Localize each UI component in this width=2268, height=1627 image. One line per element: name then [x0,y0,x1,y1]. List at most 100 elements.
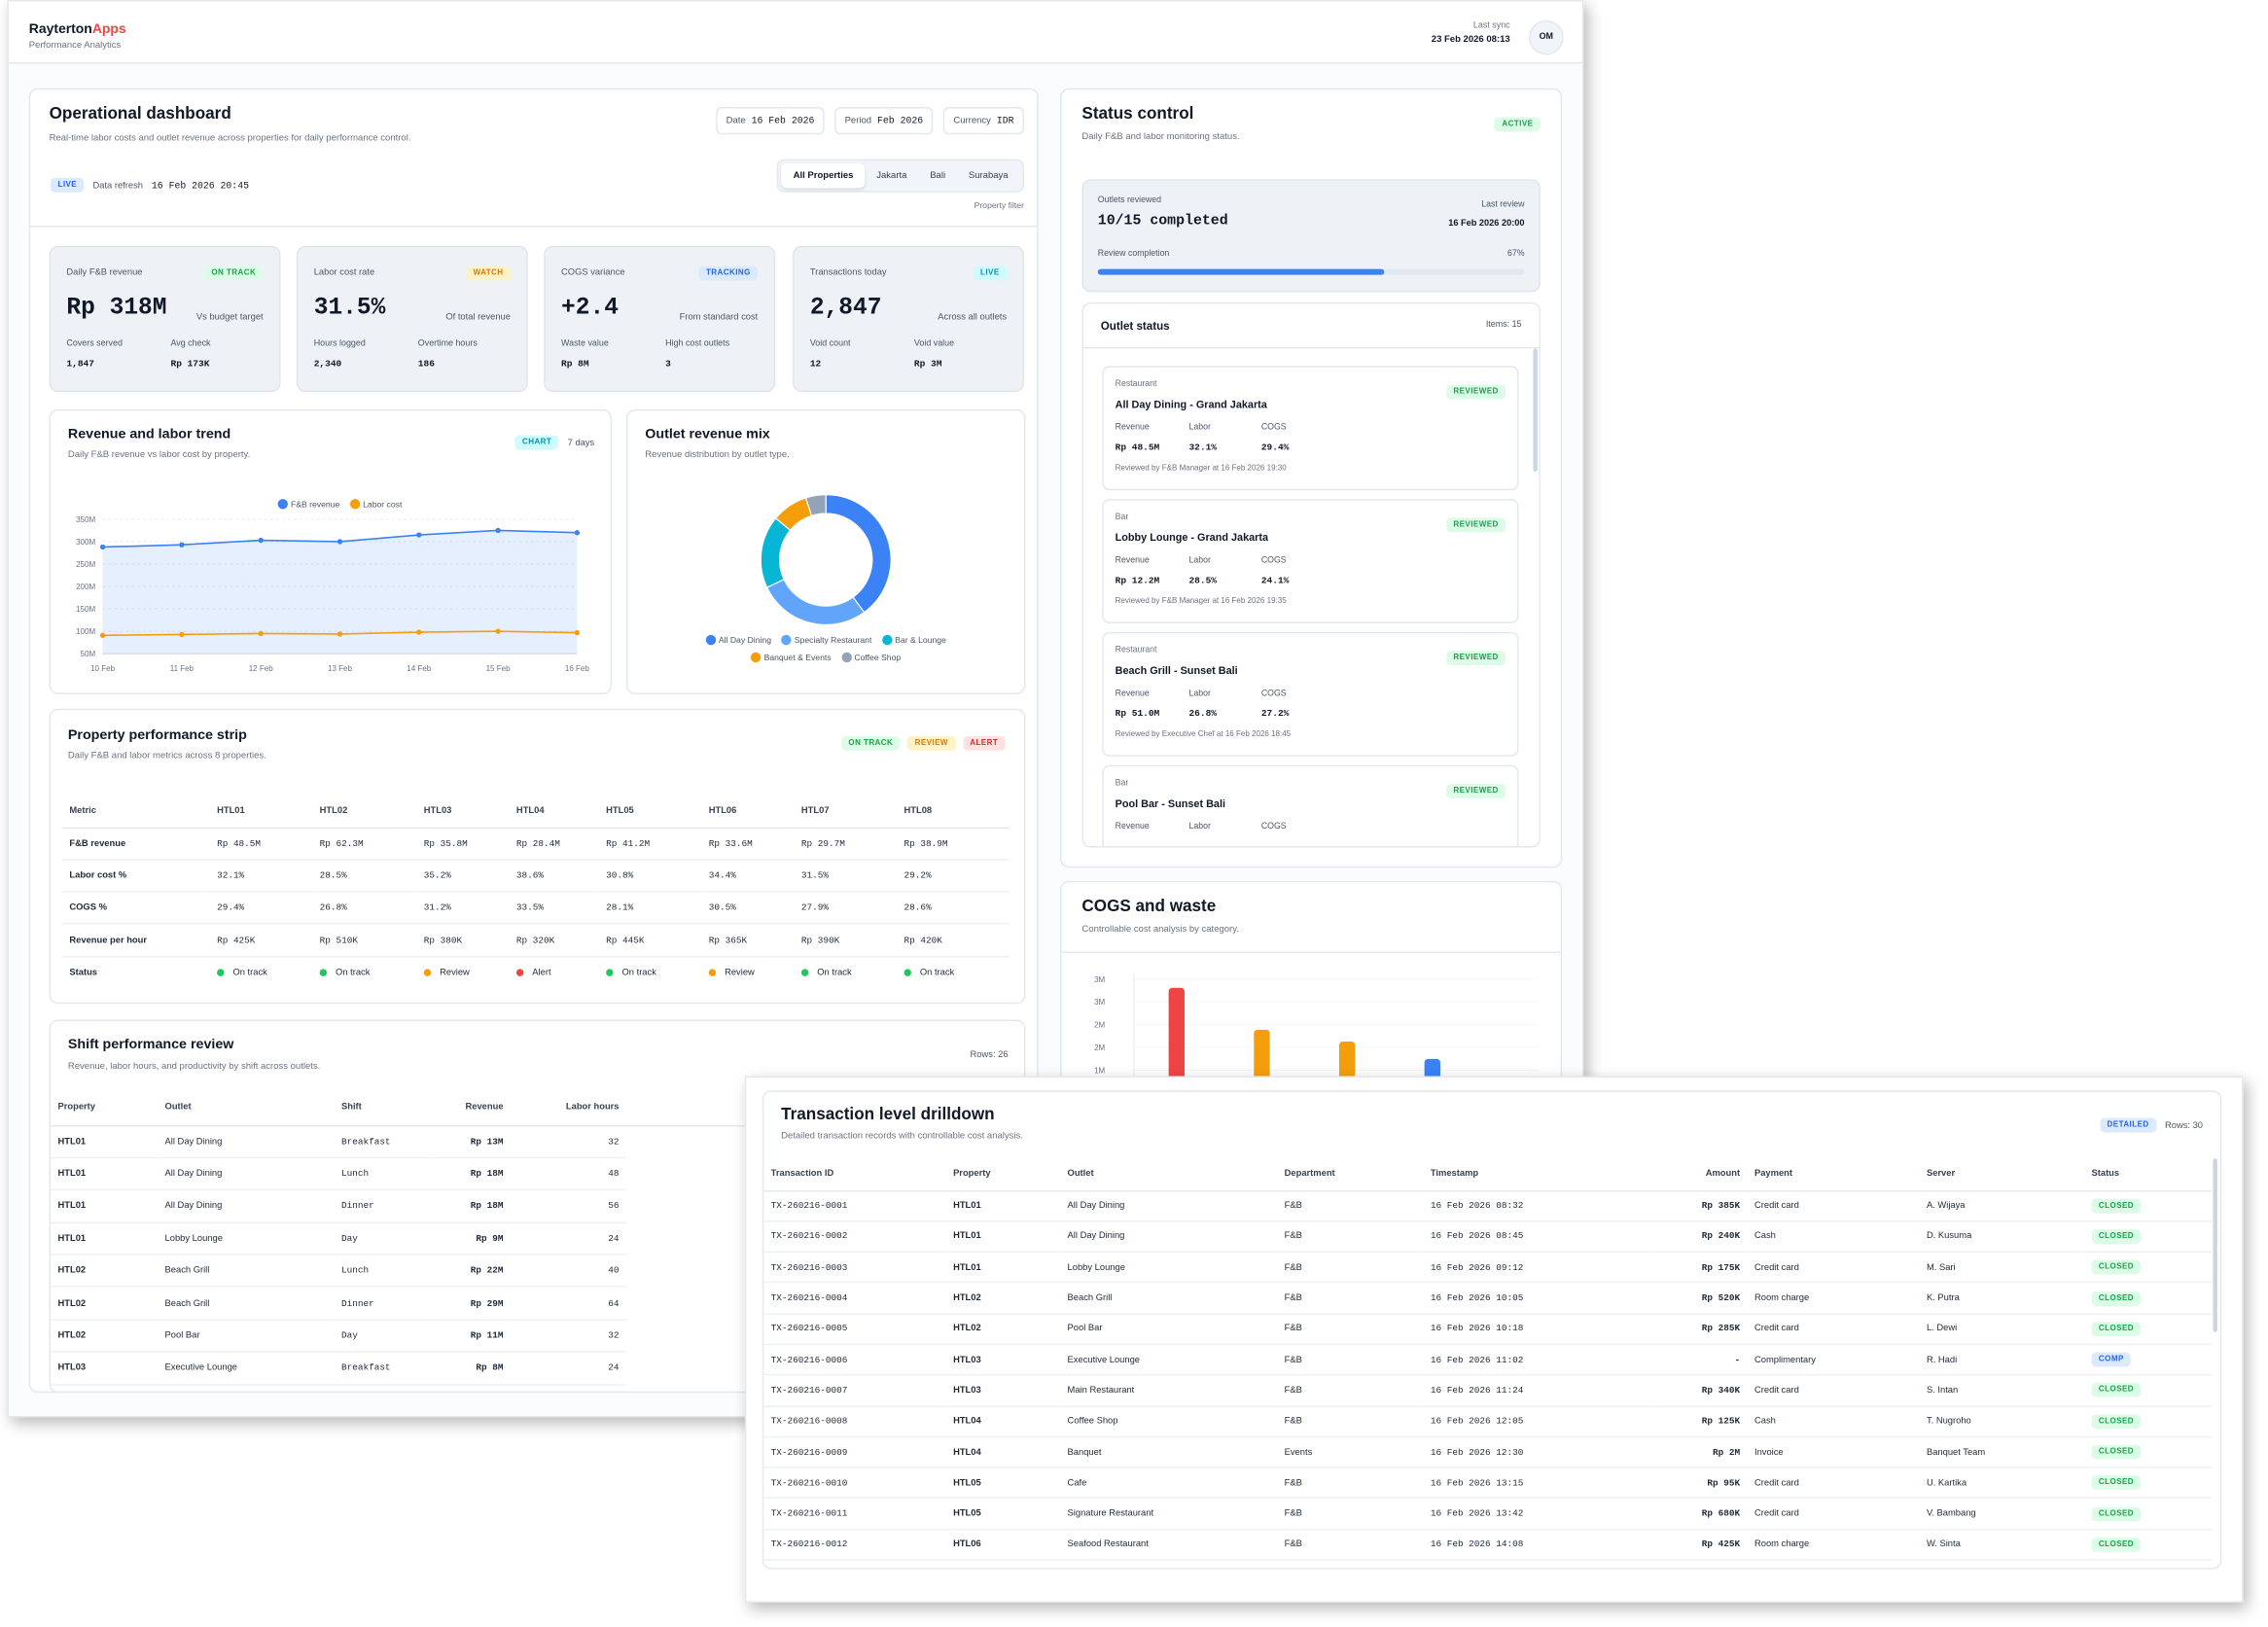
kpi-card: Daily F&B revenue ON TRACK Rp 318M Vs budge… [49,245,281,393]
outlet-item[interactable]: Bar Lobby Lounge - Grand Jakarta REVIEWED R… [1102,499,1519,623]
table-row[interactable]: TX-260216-0007 HTL03 Main Restaurant F&B 16 … [763,1375,2212,1407]
table-row[interactable]: TX-260216-0012 HTL06 Seafood Restaurant F&B… [763,1529,2212,1561]
table-cell: 31.5% [794,859,898,893]
stat-value: 2,340 [313,358,342,370]
avatar[interactable]: OM [1528,19,1564,55]
table-cell: 16 Feb 2026 09:12 [1423,1252,1652,1284]
scrollbar-thumb[interactable] [2213,1158,2217,1332]
table-cell: Rp 175K [1651,1252,1748,1284]
table-row[interactable]: HTL02 Beach Grill Dinner Rp 29M 64 [51,1287,832,1321]
table-cell: TX-260216-0007 [763,1375,946,1407]
table-cell: COGS % [61,891,210,925]
table-cell: TX-260216-0005 [763,1313,946,1346]
table-row: COGS % 29.4% 26.8% 31.2% 33.5% 28.1% 30.5% 27.9… [61,891,1010,925]
table-row[interactable]: HTL02 Beach Grill Lunch Rp 22M 40 [51,1255,832,1289]
metric-value: 27.2% [1260,708,1290,720]
table-row[interactable]: TX-260216-0003 HTL01 Lobby Lounge F&B 16 Feb… [763,1252,2212,1284]
stat-label: Covers served [66,339,123,349]
table-cell: HTL06 [945,1529,1061,1561]
tab[interactable]: Bali [930,170,946,181]
active-badge: ACTIVE [1494,117,1541,132]
outlet-item[interactable]: Restaurant All Day Dining - Grand Jakarta… [1102,366,1519,491]
table-row[interactable]: TX-260216-0010 HTL05 Cafe F&B 16 Feb 2026 13… [763,1468,2212,1500]
legend-label: Specialty Restaurant [794,637,872,647]
status-badge: CLOSED [2091,1322,2142,1336]
table-cell: HTL05 [945,1498,1061,1531]
table-row[interactable]: HTL01 All Day Dining Dinner Rp 18M 56 [51,1189,832,1223]
metric-value: 32.1% [1188,442,1218,453]
table-cell: Rp 38.9M [897,827,1010,861]
table-cell: Rp 425K [209,924,313,958]
legend-item: All Day Dining [705,634,771,646]
y-tick-label: 300M [76,538,95,547]
column-header: HTL06 [701,795,795,829]
kpi-label: Labor cost rate [313,267,375,278]
table-cell: Rp 95K [1651,1468,1748,1500]
filters: Date 16 Feb 2026 Period Feb 2026 Currency IDR [716,107,1024,135]
table-row[interactable]: TX-260216-0001 HTL01 All Day Dining F&B 16 F… [763,1189,2212,1222]
stat-value: 1,847 [66,358,94,370]
table-row[interactable]: HTL01 All Day Dining Breakfast Rp 13M 32 [51,1125,832,1159]
table-row[interactable]: TX-260216-0008 HTL04 Coffee Shop F&B 16 Feb … [763,1405,2212,1438]
x-tick-label: 13 Feb [328,664,352,673]
filter[interactable]: Currency IDR [942,107,1024,135]
status-badge: CLOSED [2091,1198,2142,1214]
y-tick-label: 50M [81,650,96,658]
live-badge: LIVE [51,177,85,193]
cogs-subtitle: Controllable cost analysis by category. [1081,924,1239,935]
column-header: Payment [1747,1158,1920,1191]
column-header: HTL03 [416,795,510,829]
metric-value: 26.8% [1188,708,1218,720]
donut-slice [765,579,866,626]
table-row[interactable]: HTL01 Lobby Lounge Day Rp 9M 24 [51,1221,832,1256]
stat-value: Rp 8M [561,358,589,370]
table-cell: 16 Feb 2026 10:18 [1423,1313,1652,1346]
brand: RaytertonApps [29,20,126,36]
table-cell: 16 Feb 2026 14:08 [1423,1529,1652,1561]
table-cell: 32 [510,1125,626,1159]
table-cell: F&B [1277,1344,1424,1376]
table-cell: Rp 29M [435,1287,511,1321]
table-cell: Lobby Lounge [158,1221,335,1256]
table-row[interactable]: TX-260216-0011 HTL05 Signature Restaurant F… [763,1498,2212,1531]
kpi-value: 2,847 [809,293,882,322]
table-cell: F&B revenue [61,827,210,861]
tab[interactable]: All Properties [781,163,866,189]
table-row[interactable]: TX-260216-0006 HTL03 Executive Lounge F&B 16… [763,1344,2212,1376]
table-cell: 16 Feb 2026 10:05 [1423,1282,1652,1315]
scrollbar-thumb[interactable] [1533,348,1538,472]
table-cell: K. Putra [1919,1282,2085,1315]
table-cell: Credit card [1747,1252,1920,1284]
table-row[interactable]: TX-260216-0005 HTL02 Pool Bar F&B 16 Feb 202… [763,1313,2212,1346]
tab[interactable]: Surabaya [968,170,1009,181]
column-header: Department [1277,1158,1424,1191]
outlet-item[interactable]: Restaurant Beach Grill - Sunset Bali REVIE… [1102,631,1519,757]
table-row[interactable]: HTL03 Executive Lounge Breakfast Rp 8M 24 [51,1352,832,1386]
tab[interactable]: Jakarta [876,170,907,181]
outlet-item[interactable]: Bar Pool Bar - Sunset Bali REVIEWED Revenue… [1102,764,1519,847]
table-cell: F&B [1277,1375,1424,1407]
filter[interactable]: Period Feb 2026 [834,107,934,135]
table-cell: R. Hadi [1919,1344,2085,1376]
stat-label: Void count [809,339,851,349]
table-row[interactable]: HTL02 Pool Bar Day Rp 11M 32 [51,1319,832,1353]
table-cell: HTL01 [51,1221,159,1256]
table-cell: Rp 380K [416,924,510,958]
table-row[interactable]: HTL01 All Day Dining Lunch Rp 18M 48 [51,1157,832,1191]
status-cell: Review [416,956,509,988]
reviewed-badge: REVIEWED [1445,651,1506,666]
point [99,632,106,638]
table-row[interactable]: TX-260216-0004 HTL02 Beach Grill F&B 16 Feb … [763,1282,2212,1315]
table-cell: TX-260216-0011 [763,1498,946,1531]
filter[interactable]: Date 16 Feb 2026 [716,107,825,135]
point [258,537,264,544]
status-text: On track [621,968,656,978]
table-row[interactable]: TX-260216-0009 HTL04 Banquet Events 16 Feb 2… [763,1436,2212,1468]
table-row[interactable]: TX-260216-0002 HTL01 All Day Dining F&B 16 F… [763,1220,2212,1254]
outlet-type: Bar [1115,779,1129,789]
column-header: Revenue [435,1090,511,1126]
last-review-label: Last review [1481,200,1525,210]
period: 7 days [567,437,595,448]
